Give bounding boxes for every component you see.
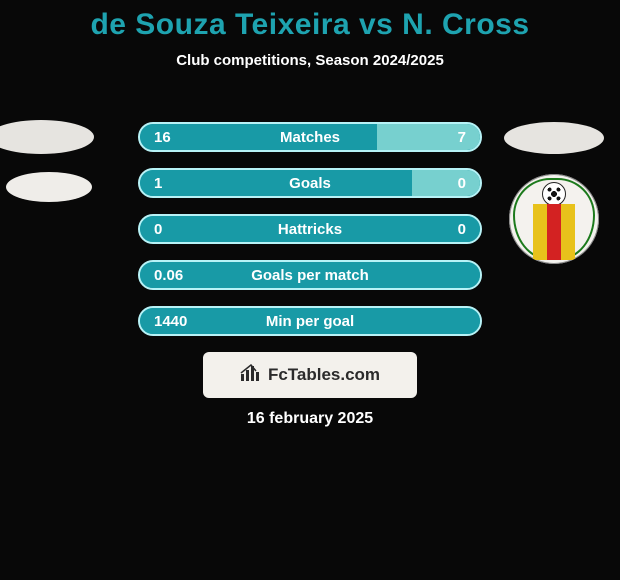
player2-avatar-area: [494, 122, 614, 264]
comparison-row: Goals1 0: [138, 168, 482, 198]
bar-value-right: 0: [458, 175, 466, 192]
bar-label: Goals: [140, 175, 480, 192]
footer-date: 16 february 2025: [0, 410, 620, 428]
bar-label: Hattricks: [140, 221, 480, 238]
bar-label: Goals per match: [140, 267, 480, 284]
player1-avatar-area: [0, 120, 118, 220]
watermark: FcTables.com: [203, 352, 417, 398]
bar-label: Min per goal: [140, 313, 480, 330]
bar-value-right: 0: [458, 221, 466, 238]
player1-avatar-ellipse: [0, 120, 94, 154]
page-title: de Souza Teixeira vs N. Cross: [0, 0, 620, 42]
watermark-text: FcTables.com: [268, 365, 380, 385]
player2-avatar-ellipse: [504, 122, 604, 154]
player1-avatar-ellipse: [6, 172, 92, 202]
bar-value-left: 0: [154, 221, 162, 238]
bar-label: Matches: [140, 129, 480, 146]
comparison-row: Matches16 7: [138, 122, 482, 152]
bar-chart-icon: [240, 364, 262, 387]
bar-value-left: 1440: [154, 313, 187, 330]
bar-value-left: 0.06: [154, 267, 183, 284]
comparison-bars: Matches167Goals10Hattricks00Goals per ma…: [138, 122, 482, 352]
comparison-row: Min per goal1440: [138, 306, 482, 336]
bar-value-left: 16: [154, 129, 171, 146]
bar-value-left: 1: [154, 175, 162, 192]
subtitle: Club competitions, Season 2024/2025: [0, 52, 620, 69]
comparison-row: Goals per match0.06: [138, 260, 482, 290]
club-crest-icon: [509, 174, 599, 264]
bar-value-right: 7: [458, 129, 466, 146]
comparison-row: Hattricks0 0: [138, 214, 482, 244]
